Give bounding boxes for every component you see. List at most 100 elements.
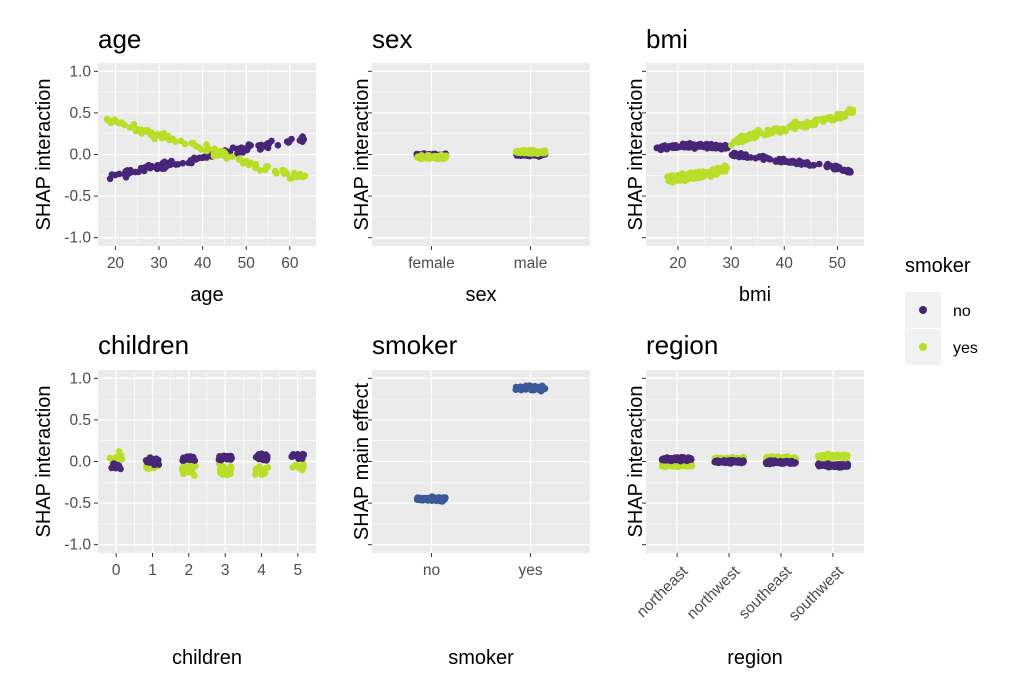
y-tick-label: -1.0 (64, 230, 91, 247)
x-tick-label: 40 (194, 255, 212, 272)
data-point-main (428, 496, 435, 503)
data-point-yes (847, 106, 854, 114)
data-point-yes (765, 130, 772, 138)
panel-smoker: no yes smoker smoker SHAP main effect (351, 330, 590, 669)
data-point-main (438, 496, 445, 504)
data-point-no (288, 135, 295, 143)
y-tick-label: 1.0 (69, 63, 91, 80)
data-point-no (244, 143, 252, 151)
data-point-main (517, 384, 524, 391)
data-point-yes (840, 113, 848, 120)
data-point-no (824, 461, 832, 469)
y-axis-label: SHAP interaction (33, 386, 55, 538)
data-point-no (716, 145, 724, 152)
data-point-yes (667, 175, 674, 183)
panel-children: -1.0 -0.5 0.0 0.5 1.0 0 1 2 3 4 5 children children S… (33, 330, 316, 669)
data-point-no (163, 162, 171, 170)
x-tick-label: female (408, 255, 455, 272)
x-tick-label: no (423, 562, 440, 579)
x-tick-label: 5 (294, 562, 303, 579)
data-point-yes (115, 448, 123, 455)
data-point-yes (256, 167, 264, 174)
data-point-no (146, 164, 154, 172)
x-tick-label: 20 (107, 255, 125, 272)
data-point-no (106, 175, 114, 183)
x-tick-label: southwest (786, 563, 848, 625)
data-point-yes (154, 131, 161, 138)
data-point-no (116, 170, 123, 178)
x-axis-label: bmi (739, 284, 771, 306)
data-point-yes (163, 134, 170, 141)
data-point-no (722, 145, 729, 152)
points (653, 106, 857, 186)
data-point-yes (711, 167, 719, 175)
data-point-yes (188, 140, 195, 147)
data-point-yes (121, 121, 128, 129)
data-point-yes (217, 147, 224, 155)
x-tick-label: 30 (150, 255, 168, 272)
data-point-no (658, 143, 665, 150)
x-tick-label: 3 (221, 562, 230, 579)
panel-title: children (98, 330, 189, 360)
data-point-no (739, 152, 746, 160)
data-point-no (186, 453, 193, 460)
data-point-yes (294, 463, 301, 471)
data-point-yes (258, 471, 266, 479)
y-tick-label: -0.5 (64, 495, 91, 512)
data-point-yes (826, 455, 833, 462)
data-point-no (254, 453, 261, 460)
y-tick-label: 0.5 (69, 412, 91, 429)
data-point-yes (795, 122, 802, 130)
x-tick-label: 40 (776, 255, 794, 272)
data-point-main (529, 385, 537, 392)
x-tick-label: male (514, 255, 548, 272)
data-point-yes (272, 167, 279, 175)
data-point-yes (819, 451, 827, 459)
data-point-no (700, 142, 707, 149)
y-tick-label: -0.5 (64, 188, 91, 205)
points (103, 115, 309, 183)
data-point-yes (678, 170, 686, 177)
data-point-yes (521, 149, 528, 157)
x-tick-label: northwest (684, 563, 744, 623)
data-point-no (805, 160, 812, 168)
data-point-yes (689, 174, 696, 181)
data-point-yes (820, 116, 828, 123)
legend-key-no (919, 306, 927, 314)
data-point-yes (684, 176, 691, 183)
data-point-no (110, 460, 118, 467)
x-tick-label: 4 (257, 562, 266, 579)
data-point-yes (789, 121, 796, 128)
data-point-yes (107, 119, 115, 127)
data-point-no (846, 167, 854, 175)
data-point-no (781, 158, 789, 165)
data-point-no (816, 160, 823, 168)
data-point-yes (673, 175, 680, 183)
data-point-no (831, 163, 839, 170)
points (106, 448, 308, 479)
y-axis-label: SHAP main effect (351, 383, 373, 541)
data-point-no (684, 141, 691, 148)
data-point-no (715, 457, 722, 465)
data-point-yes (777, 129, 784, 136)
data-point-yes (722, 165, 730, 173)
x-axis-label: age (190, 284, 223, 306)
x-tick-label: 30 (722, 255, 740, 272)
y-axis-label: SHAP interaction (625, 386, 647, 538)
x-axis-label: region (727, 647, 783, 669)
data-point-no (155, 461, 163, 468)
data-point-yes (236, 155, 243, 162)
data-point-no (268, 137, 275, 145)
y-axis-label: SHAP interaction (33, 79, 55, 231)
y-tick-label: 0.5 (69, 105, 91, 122)
data-point-yes (299, 173, 307, 181)
y-tick-label: 0.0 (69, 454, 91, 471)
data-point-yes (300, 463, 307, 471)
data-point-no (188, 159, 195, 167)
panel-title: age (98, 24, 141, 54)
data-point-no (179, 457, 186, 464)
data-point-yes (219, 467, 226, 475)
x-tick-label: 2 (185, 562, 194, 579)
data-point-yes (110, 455, 117, 462)
x-tick-label: 0 (112, 562, 121, 579)
